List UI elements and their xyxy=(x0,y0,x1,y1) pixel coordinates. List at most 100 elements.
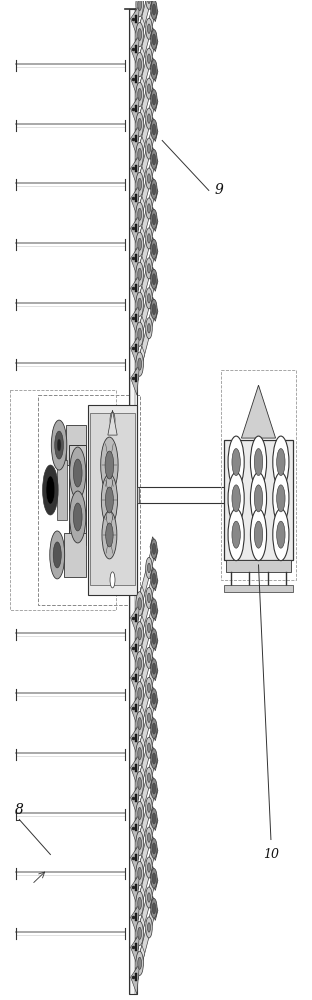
Circle shape xyxy=(138,208,142,220)
Polygon shape xyxy=(131,964,139,994)
Polygon shape xyxy=(131,245,139,275)
Circle shape xyxy=(151,60,157,79)
Circle shape xyxy=(277,521,285,548)
Circle shape xyxy=(151,0,157,19)
Circle shape xyxy=(152,603,156,614)
Circle shape xyxy=(152,783,156,794)
Circle shape xyxy=(148,803,150,812)
Polygon shape xyxy=(131,215,139,245)
Circle shape xyxy=(148,114,150,123)
Circle shape xyxy=(148,923,150,932)
Bar xyxy=(135,614,137,622)
Polygon shape xyxy=(150,716,158,741)
Circle shape xyxy=(146,587,152,608)
Polygon shape xyxy=(131,844,139,874)
Polygon shape xyxy=(131,185,139,215)
Bar xyxy=(10,390,116,610)
Circle shape xyxy=(228,472,244,524)
Circle shape xyxy=(254,521,263,548)
Circle shape xyxy=(148,773,150,782)
Circle shape xyxy=(146,228,152,249)
Polygon shape xyxy=(108,410,117,435)
Circle shape xyxy=(151,179,157,199)
Circle shape xyxy=(152,184,156,195)
Polygon shape xyxy=(150,896,158,920)
Bar xyxy=(135,135,137,142)
Circle shape xyxy=(152,843,156,854)
Polygon shape xyxy=(134,945,145,981)
Circle shape xyxy=(51,420,67,470)
Circle shape xyxy=(138,748,142,760)
Circle shape xyxy=(73,459,82,487)
Circle shape xyxy=(138,58,142,71)
Polygon shape xyxy=(134,71,154,142)
Polygon shape xyxy=(134,580,154,652)
Polygon shape xyxy=(134,586,145,622)
Bar xyxy=(135,704,137,712)
Circle shape xyxy=(146,617,152,638)
Circle shape xyxy=(148,833,150,842)
Polygon shape xyxy=(134,730,154,802)
Polygon shape xyxy=(134,106,145,142)
Bar xyxy=(135,314,137,322)
Polygon shape xyxy=(134,310,154,382)
Polygon shape xyxy=(134,250,154,322)
Polygon shape xyxy=(134,280,154,352)
Bar xyxy=(135,75,137,83)
Circle shape xyxy=(138,867,142,879)
Circle shape xyxy=(148,84,150,93)
Polygon shape xyxy=(134,286,145,322)
Circle shape xyxy=(101,474,118,526)
Bar xyxy=(64,533,86,577)
Circle shape xyxy=(50,531,65,579)
Circle shape xyxy=(151,809,157,828)
Circle shape xyxy=(138,837,142,849)
Polygon shape xyxy=(131,305,139,335)
Bar xyxy=(135,734,137,742)
Circle shape xyxy=(251,436,266,488)
Bar xyxy=(135,194,137,202)
Circle shape xyxy=(136,142,144,166)
Polygon shape xyxy=(150,237,158,261)
Circle shape xyxy=(146,707,152,728)
Polygon shape xyxy=(134,825,145,861)
Circle shape xyxy=(146,917,152,938)
Bar xyxy=(135,15,137,23)
Bar xyxy=(66,425,86,465)
Circle shape xyxy=(152,274,156,285)
Polygon shape xyxy=(150,267,158,291)
Circle shape xyxy=(148,24,150,33)
Polygon shape xyxy=(150,0,158,22)
Circle shape xyxy=(136,801,144,826)
Polygon shape xyxy=(150,177,158,201)
Text: 10: 10 xyxy=(263,848,279,861)
Bar xyxy=(135,165,137,172)
Circle shape xyxy=(152,4,156,15)
Circle shape xyxy=(102,511,117,559)
Circle shape xyxy=(136,712,144,736)
Circle shape xyxy=(151,839,157,858)
Circle shape xyxy=(254,485,263,512)
Circle shape xyxy=(152,903,156,914)
Circle shape xyxy=(232,449,240,476)
Bar xyxy=(56,460,67,520)
Circle shape xyxy=(146,677,152,698)
Circle shape xyxy=(151,689,157,709)
Circle shape xyxy=(146,0,152,9)
Circle shape xyxy=(57,439,61,451)
Circle shape xyxy=(138,29,142,41)
Circle shape xyxy=(228,436,244,488)
Polygon shape xyxy=(134,101,154,172)
Circle shape xyxy=(146,887,152,908)
Bar xyxy=(224,440,293,560)
Polygon shape xyxy=(241,385,275,438)
Circle shape xyxy=(152,723,156,734)
Circle shape xyxy=(136,652,144,676)
Polygon shape xyxy=(134,795,145,831)
Polygon shape xyxy=(134,0,154,53)
Polygon shape xyxy=(150,567,158,591)
Bar xyxy=(135,674,137,682)
Bar xyxy=(135,854,137,861)
Circle shape xyxy=(151,120,157,139)
Polygon shape xyxy=(150,147,158,171)
